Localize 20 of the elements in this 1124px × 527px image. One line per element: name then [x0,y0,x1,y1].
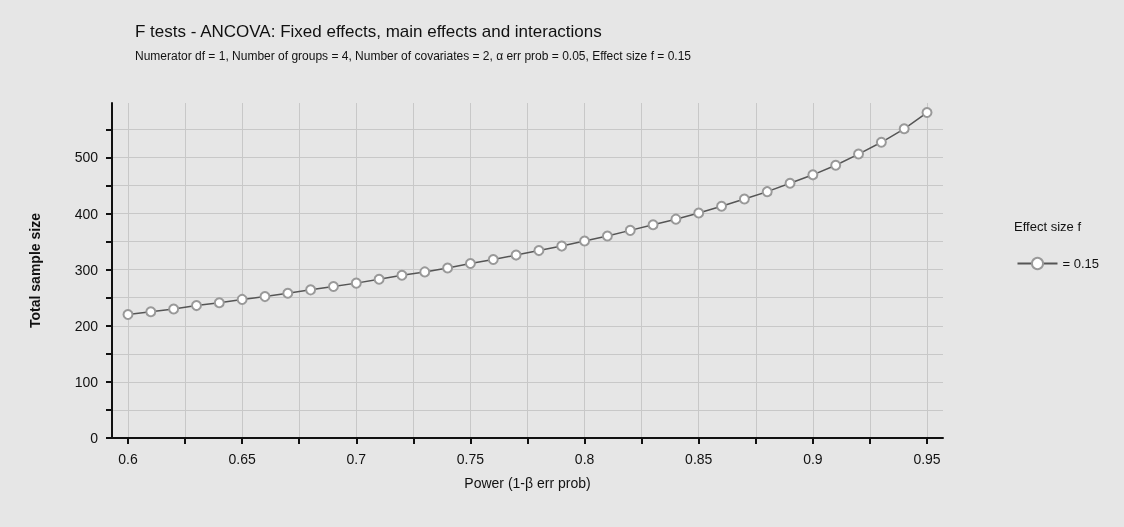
y-tick-label: 200 [74,317,99,334]
y-tick-label: 100 [74,373,99,390]
y-tick-label: 500 [74,149,99,166]
x-axis-title: Power (1-β err prob) [464,475,591,491]
legend-title: Effect size f [1014,219,1082,234]
legend-label: = 0.15 [1062,256,1100,271]
y-tick-label: 0 [90,430,99,446]
y-axis-title: Total sample size [27,212,43,328]
x-tick-label: 0.95 [913,451,941,467]
x-tick-label: 0.65 [228,451,256,467]
x-tick-label: 0.8 [574,451,595,467]
chart-subtitle: Numerator df = 1, Number of groups = 4, Number of covariates = 2, α err prob = 0.05, Effect size f = 0.15 [135,49,692,63]
x-tick-label: 0.6 [118,451,138,467]
y-tick-label: 400 [74,205,99,222]
chart-title: F tests - ANCOVA: Fixed effects, main effects and interactions [135,22,602,41]
x-tick-label: 0.85 [685,451,713,467]
y-tick-label: 300 [74,261,99,278]
x-tick-label: 0.75 [456,451,485,467]
x-tick-label: 0.7 [346,451,367,467]
x-tick-label: 0.9 [803,451,823,467]
